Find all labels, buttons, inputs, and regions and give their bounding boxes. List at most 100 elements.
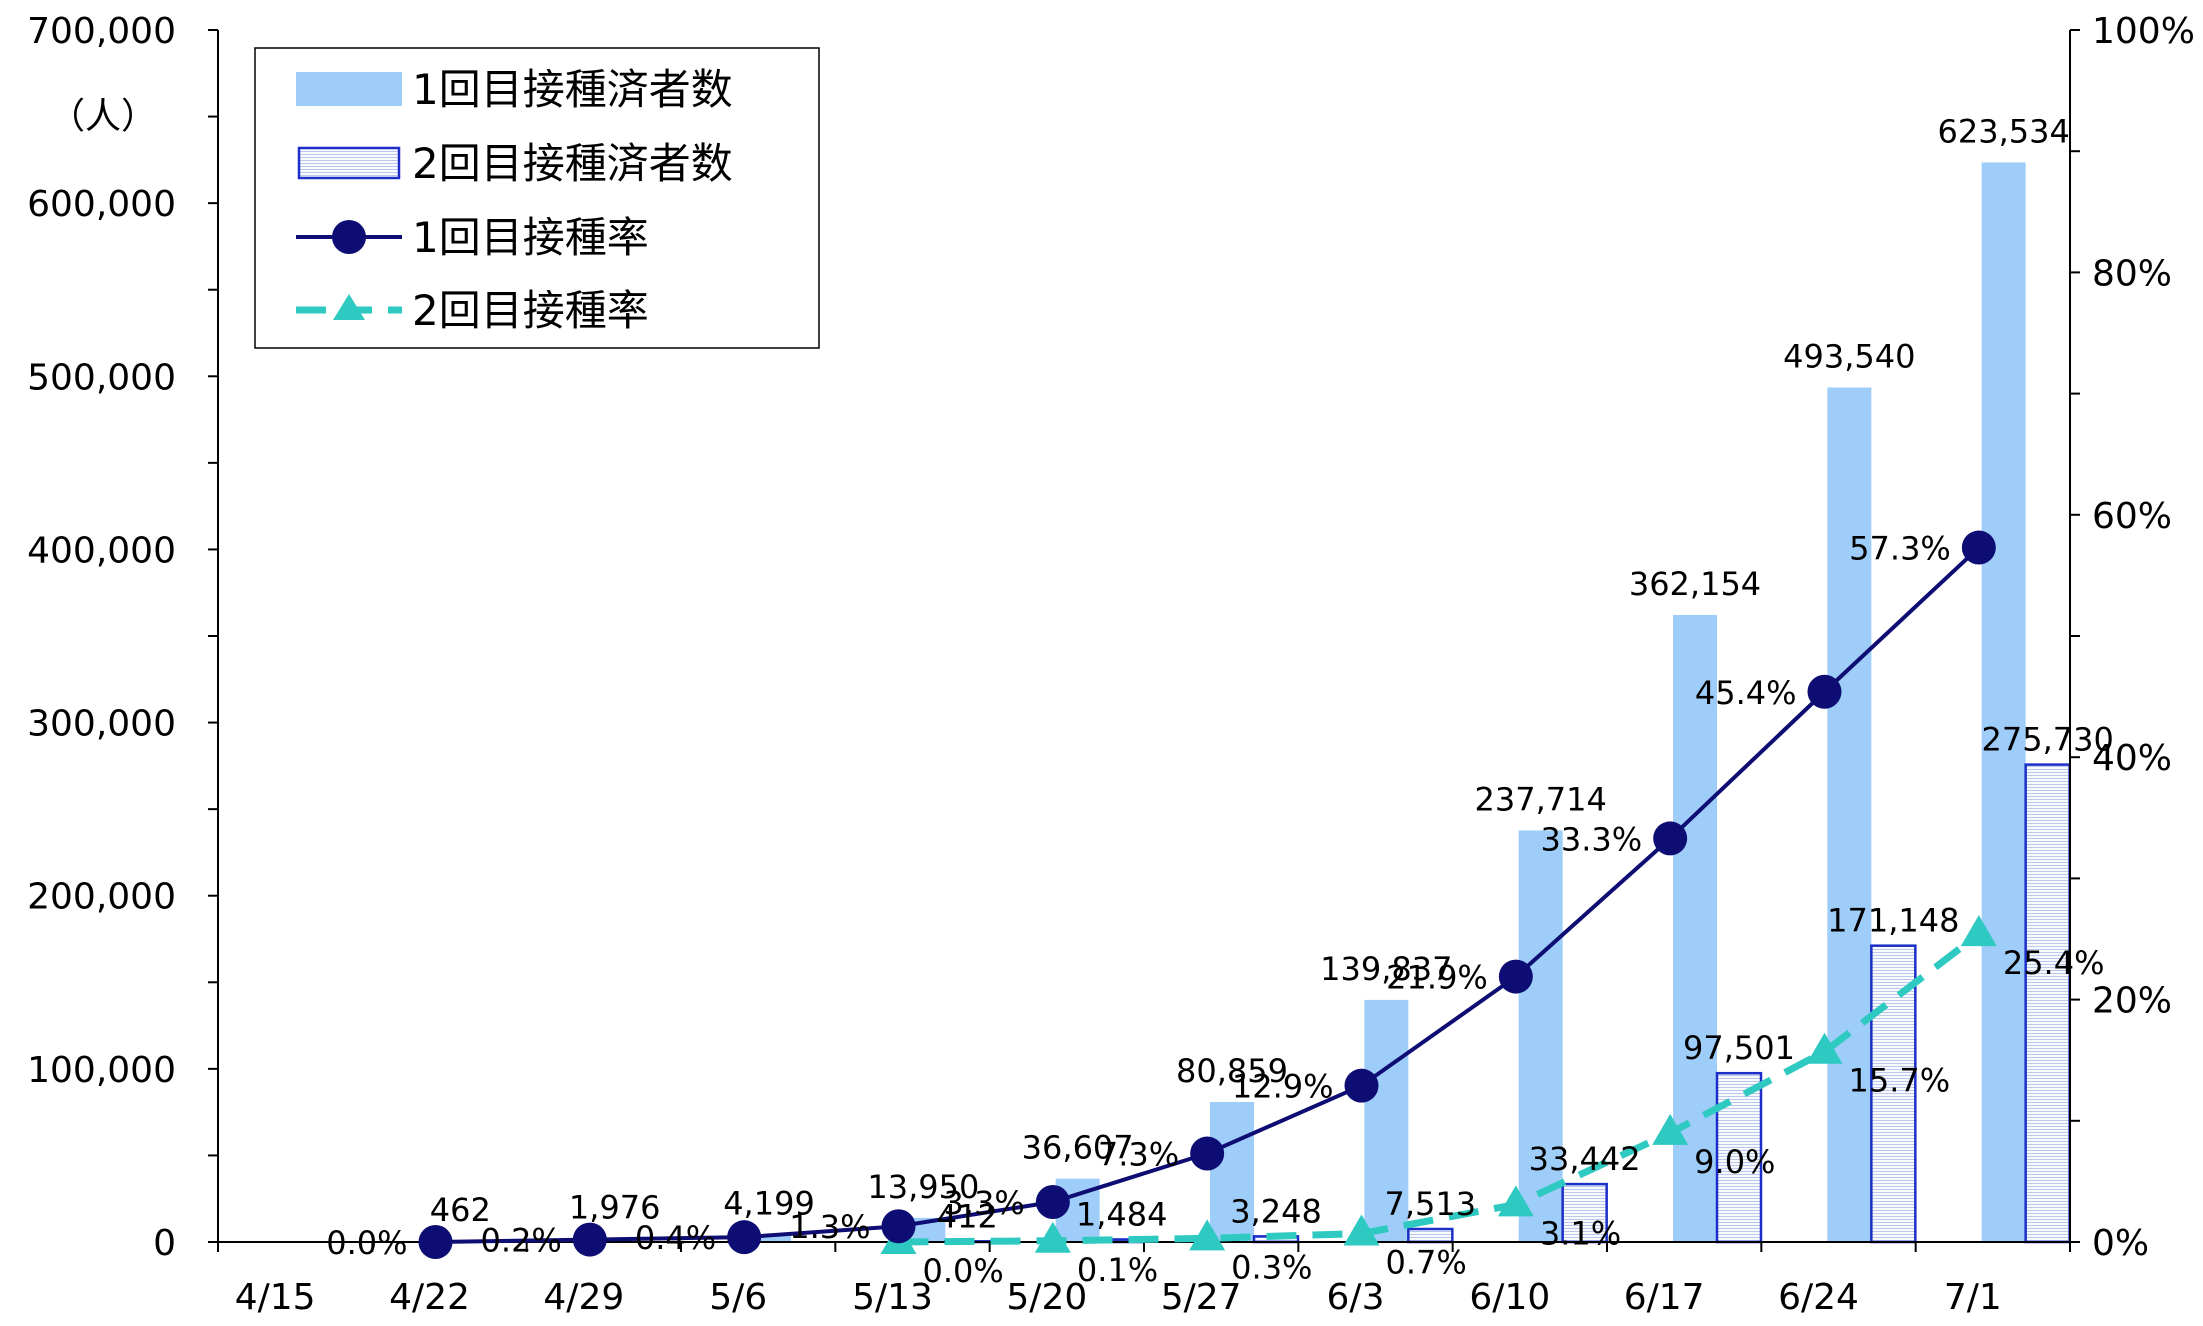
- x-tick-label: 6/17: [1624, 1277, 1705, 1318]
- y-right-tick-label: 40%: [2092, 738, 2172, 779]
- marker-dose1-rate: [572, 1222, 607, 1257]
- data-label-dose1-rate: 57.3%: [1849, 530, 1951, 568]
- legend: 1回目接種済者数 2回目接種済者数 1回目接種率 2回目接種率: [254, 47, 820, 349]
- x-tick-label: 5/13: [852, 1277, 933, 1318]
- data-label-dose1-count: 623,534: [1938, 112, 2070, 150]
- data-label-dose2-rate: 0.1%: [1077, 1251, 1158, 1289]
- marker-dose2-rate: [1189, 1219, 1226, 1251]
- marker-dose2-rate: [1497, 1185, 1534, 1217]
- data-label-dose1-count: 13,950: [867, 1168, 979, 1206]
- legend-label: 2回目接種済者数: [412, 139, 733, 188]
- marker-dose2-rate: [1034, 1221, 1071, 1253]
- marker-dose1-rate: [881, 1209, 916, 1244]
- data-label-dose1-rate: 0.2%: [481, 1222, 562, 1260]
- marker-dose2-rate: [1652, 1113, 1689, 1145]
- marker-dose1-rate: [1807, 674, 1842, 709]
- bar-dose1: [1210, 1101, 1254, 1242]
- data-label-dose1-rate: 45.4%: [1695, 674, 1797, 712]
- y-left-tick-label: 700,000: [27, 11, 176, 52]
- legend-swatch-dose1-rate-marker: [332, 220, 366, 254]
- bar-dose2: [2024, 763, 2071, 1244]
- x-tick-label: 4/29: [543, 1277, 624, 1318]
- y-right-tick-label: 20%: [2092, 981, 2172, 1022]
- data-label-dose2-rate: 25.4%: [2003, 944, 2105, 982]
- bar-dose1: [1827, 387, 1872, 1243]
- x-tick-label: 5/6: [709, 1277, 767, 1318]
- marker-dose2-rate: [1806, 1032, 1843, 1064]
- data-label-dose2-count: 3,248: [1230, 1192, 1322, 1230]
- data-label-dose1-rate: 21.9%: [1386, 959, 1488, 997]
- legend-label: 1回目接種済者数: [412, 65, 733, 114]
- y-right-tick-label: 80%: [2092, 253, 2172, 294]
- data-label-dose1-count: 237,714: [1475, 780, 1607, 818]
- x-tick-label: 6/10: [1469, 1277, 1550, 1318]
- y-right-tick-label: 60%: [2092, 496, 2172, 537]
- x-tick-label: 7/1: [1944, 1277, 2002, 1318]
- data-label-dose2-count: 171,148: [1827, 902, 1959, 940]
- data-label-dose1-count: 80,859: [1176, 1052, 1288, 1090]
- data-label-dose1-count: 36,607: [1022, 1129, 1134, 1167]
- data-label-dose2-count: 1,484: [1076, 1195, 1168, 1233]
- data-label-dose2-count: 275,730: [1982, 721, 2114, 759]
- y-left-tick-label: 200,000: [27, 877, 176, 918]
- marker-dose1-rate: [1653, 821, 1688, 856]
- x-tick-label: 6/24: [1778, 1277, 1859, 1318]
- data-label-dose1-count: 462: [430, 1191, 491, 1229]
- marker-dose1-rate: [1035, 1185, 1070, 1220]
- bar-dose2: [1407, 1227, 1454, 1244]
- legend-label: 1回目接種率: [412, 213, 649, 262]
- data-label-dose1-rate: 33.3%: [1541, 820, 1643, 858]
- marker-dose1-rate: [1190, 1136, 1225, 1171]
- data-label-dose2-rate: 9.0%: [1694, 1143, 1775, 1181]
- y-unit-label: （人）: [49, 96, 157, 137]
- bar-dose1: [1364, 999, 1409, 1242]
- y-left-tick-label: 400,000: [27, 530, 176, 571]
- marker-dose2-rate: [1960, 915, 1997, 947]
- data-label-dose1-rate: 1.3%: [789, 1208, 870, 1246]
- plot-area: 0 100,000 200,000 300,000 400,000 500,000 600,…: [27, 11, 2195, 1318]
- data-label-dose2-count: 7,513: [1385, 1185, 1477, 1223]
- data-label-dose1-rate: 7.3%: [1098, 1136, 1179, 1174]
- data-label-dose1-count: 1,976: [569, 1189, 661, 1227]
- marker-dose1-rate: [727, 1220, 762, 1255]
- x-tick-label: 5/20: [1006, 1277, 1087, 1318]
- data-label-dose2-rate: 15.7%: [1849, 1062, 1951, 1100]
- bar-dose2: [1870, 944, 1917, 1244]
- marker-dose1-rate: [1498, 959, 1533, 994]
- y-left-tick-label: 100,000: [27, 1050, 176, 1091]
- marker-dose2-rate: [1343, 1214, 1380, 1246]
- legend-swatch-dose2-rate-marker: [333, 294, 365, 320]
- data-label-dose2-count: 412: [937, 1197, 998, 1235]
- data-label-dose2-count: 97,501: [1683, 1029, 1795, 1067]
- y-left-tick-label: 300,000: [27, 704, 176, 745]
- legend-swatch-dose2-count: [297, 146, 401, 180]
- bar-dose1: [1981, 162, 2026, 1243]
- data-label-dose1-rate: 3.3%: [944, 1184, 1025, 1222]
- y-left-tick-label: 500,000: [27, 357, 176, 398]
- bar-dose2: [1561, 1182, 1608, 1244]
- x-tick-label: 4/22: [389, 1277, 470, 1318]
- data-label-dose1-count: 4,199: [723, 1185, 815, 1223]
- line-dose2-rate: [898, 931, 1981, 1246]
- bar-dose1: [747, 1234, 791, 1242]
- y-left-tick-label: 600,000: [27, 184, 176, 225]
- legend-label: 2回目接種率: [412, 286, 649, 335]
- data-label-dose2-rate: 3.1%: [1540, 1214, 1621, 1252]
- data-label-dose1-count: 493,540: [1783, 337, 1915, 375]
- marker-dose1-rate: [1961, 530, 1996, 565]
- data-label-dose1-rate: 12.9%: [1232, 1068, 1334, 1106]
- data-label-dose2-count: 33,442: [1529, 1140, 1641, 1178]
- x-tick-label: 6/3: [1327, 1277, 1385, 1318]
- marker-dose1-rate: [1344, 1068, 1379, 1103]
- legend-swatch-dose1-count: [296, 72, 402, 106]
- data-label-dose1-rate: 0.4%: [635, 1219, 716, 1257]
- data-label-dose2-rate: 0.3%: [1231, 1248, 1312, 1286]
- data-label-dose1-count: 362,154: [1629, 565, 1761, 603]
- y-right-tick-label: 0%: [2092, 1223, 2149, 1264]
- x-tick-label: 4/15: [235, 1277, 316, 1318]
- y-left-tick-label: 0: [153, 1223, 176, 1264]
- marker-dose1-rate: [418, 1225, 453, 1259]
- y-right-tick-label: 100%: [2092, 11, 2195, 52]
- data-label-dose1-count: 139,837: [1320, 950, 1452, 988]
